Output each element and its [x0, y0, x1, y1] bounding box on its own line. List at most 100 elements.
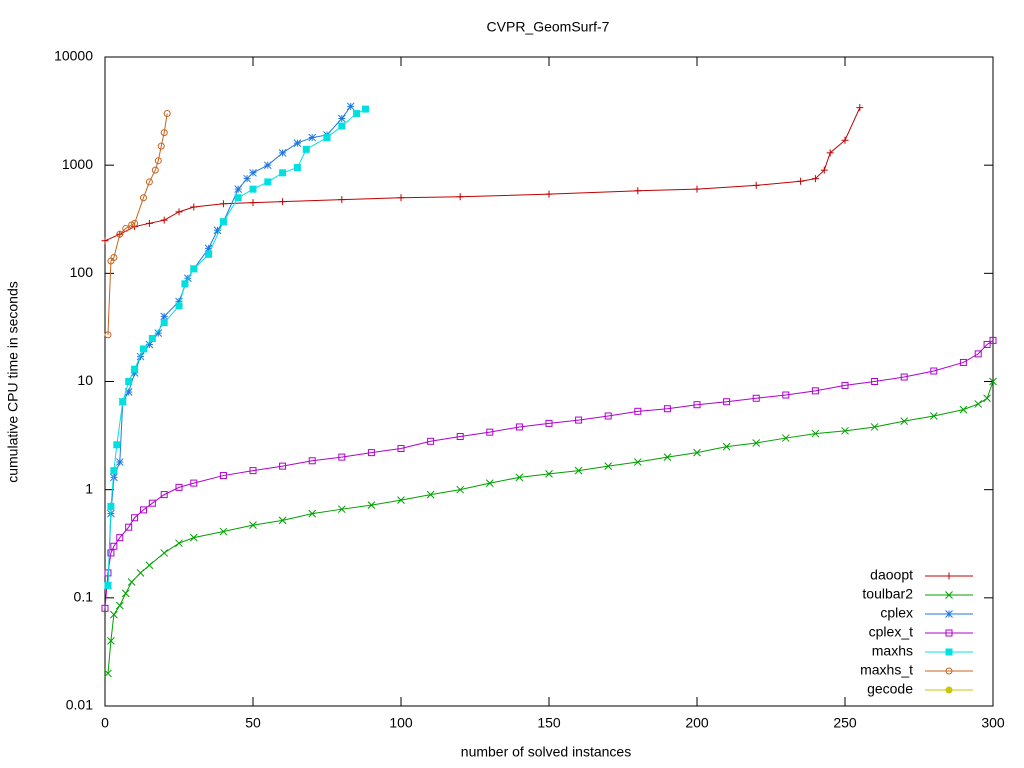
point — [308, 133, 317, 142]
point — [782, 391, 790, 399]
y-axis-label: cumulative CPU time in seconds — [5, 281, 21, 483]
point — [338, 196, 346, 204]
point — [175, 539, 183, 548]
legend-label: maxhs — [872, 643, 913, 659]
point — [752, 181, 760, 189]
point — [190, 479, 198, 487]
point — [160, 549, 169, 557]
point — [213, 226, 222, 235]
point — [154, 329, 163, 337]
point — [841, 426, 849, 435]
point — [663, 453, 672, 461]
point — [486, 428, 494, 436]
point — [139, 506, 147, 514]
point — [219, 527, 228, 536]
point — [308, 509, 317, 518]
point — [974, 350, 982, 358]
point — [397, 496, 405, 505]
point — [175, 297, 183, 306]
point — [175, 302, 183, 310]
point — [175, 208, 183, 216]
point — [752, 394, 760, 402]
point — [353, 110, 361, 118]
point — [397, 194, 405, 202]
point — [604, 412, 612, 420]
point — [930, 367, 938, 375]
point — [900, 417, 909, 425]
point — [485, 479, 494, 487]
point — [163, 110, 171, 118]
x-tick-label: 150 — [537, 715, 561, 731]
point — [959, 358, 967, 366]
point — [337, 114, 346, 123]
legend-label: cplex — [880, 605, 913, 621]
point — [181, 280, 189, 288]
point — [119, 398, 127, 406]
point — [811, 387, 819, 395]
point — [983, 394, 991, 403]
point — [811, 175, 819, 183]
point — [160, 216, 168, 224]
point — [125, 523, 133, 531]
point — [125, 378, 133, 385]
point — [234, 194, 242, 202]
series-line — [107, 381, 994, 674]
point — [151, 166, 159, 174]
point — [515, 473, 524, 482]
legend-marker — [945, 686, 953, 694]
point — [693, 401, 701, 409]
point — [870, 423, 879, 431]
point — [104, 582, 112, 590]
point — [820, 166, 828, 174]
point — [249, 199, 257, 207]
point — [116, 534, 124, 542]
point — [959, 405, 968, 414]
point — [124, 388, 133, 396]
point — [634, 407, 642, 415]
y-tick-label: 1 — [85, 480, 93, 496]
point — [110, 254, 118, 262]
point — [190, 203, 198, 211]
point — [663, 405, 671, 413]
x-tick-label: 50 — [245, 715, 261, 731]
point — [278, 516, 287, 525]
point — [205, 250, 213, 258]
point — [367, 501, 376, 509]
y-tick-label: 0.01 — [66, 697, 93, 713]
legend-marker — [945, 572, 953, 580]
point — [974, 400, 983, 408]
point — [545, 419, 553, 427]
point — [148, 499, 156, 507]
point — [107, 637, 115, 645]
point — [397, 445, 405, 453]
point — [797, 177, 805, 185]
point — [989, 377, 997, 386]
point — [634, 187, 642, 195]
point — [110, 542, 118, 550]
point — [367, 449, 375, 457]
y-tick-label: 10 — [77, 372, 93, 388]
point — [107, 549, 115, 557]
point — [154, 157, 162, 165]
point — [302, 145, 310, 153]
legend-marker — [945, 648, 953, 656]
point — [811, 429, 820, 438]
point — [361, 105, 369, 113]
point — [104, 331, 112, 339]
point — [136, 569, 145, 577]
point — [130, 369, 139, 377]
point — [841, 381, 849, 389]
point — [249, 467, 257, 475]
point — [219, 200, 227, 208]
point — [426, 490, 435, 499]
point — [243, 174, 251, 183]
point — [633, 458, 642, 466]
point — [427, 437, 435, 445]
point — [101, 237, 109, 245]
point — [104, 669, 112, 678]
point — [856, 104, 864, 112]
point — [346, 102, 355, 111]
y-tick-label: 0.1 — [74, 589, 94, 605]
x-tick-label: 200 — [685, 715, 709, 731]
